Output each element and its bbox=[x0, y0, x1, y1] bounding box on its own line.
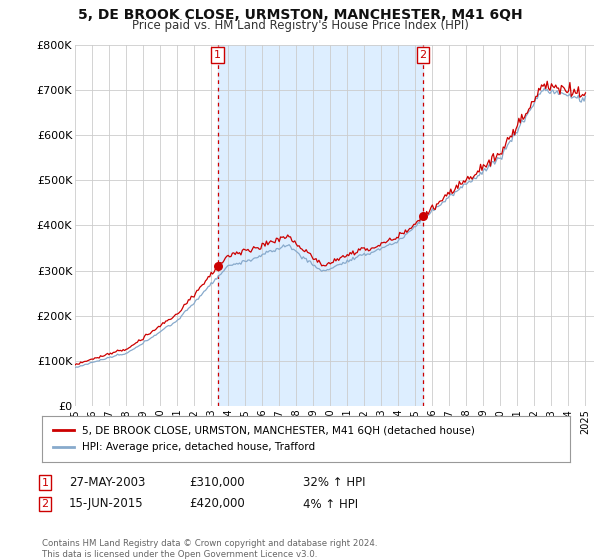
Text: £310,000: £310,000 bbox=[189, 476, 245, 489]
Text: Contains HM Land Registry data © Crown copyright and database right 2024.
This d: Contains HM Land Registry data © Crown c… bbox=[42, 539, 377, 559]
Text: 4% ↑ HPI: 4% ↑ HPI bbox=[303, 497, 358, 511]
Text: 1: 1 bbox=[41, 478, 49, 488]
Text: 1: 1 bbox=[214, 50, 221, 60]
Legend: 5, DE BROOK CLOSE, URMSTON, MANCHESTER, M41 6QH (detached house), HPI: Average p: 5, DE BROOK CLOSE, URMSTON, MANCHESTER, … bbox=[50, 423, 478, 455]
Point bbox=[213, 262, 223, 270]
Text: £420,000: £420,000 bbox=[189, 497, 245, 511]
Text: Price paid vs. HM Land Registry's House Price Index (HPI): Price paid vs. HM Land Registry's House … bbox=[131, 19, 469, 32]
Point bbox=[418, 212, 428, 221]
Bar bbox=[218, 45, 423, 406]
Text: 2: 2 bbox=[41, 499, 49, 509]
Text: 5, DE BROOK CLOSE, URMSTON, MANCHESTER, M41 6QH: 5, DE BROOK CLOSE, URMSTON, MANCHESTER, … bbox=[77, 8, 523, 22]
Text: 32% ↑ HPI: 32% ↑ HPI bbox=[303, 476, 365, 489]
Text: 15-JUN-2015: 15-JUN-2015 bbox=[69, 497, 143, 511]
Text: 2: 2 bbox=[419, 50, 427, 60]
Text: 27-MAY-2003: 27-MAY-2003 bbox=[69, 476, 145, 489]
